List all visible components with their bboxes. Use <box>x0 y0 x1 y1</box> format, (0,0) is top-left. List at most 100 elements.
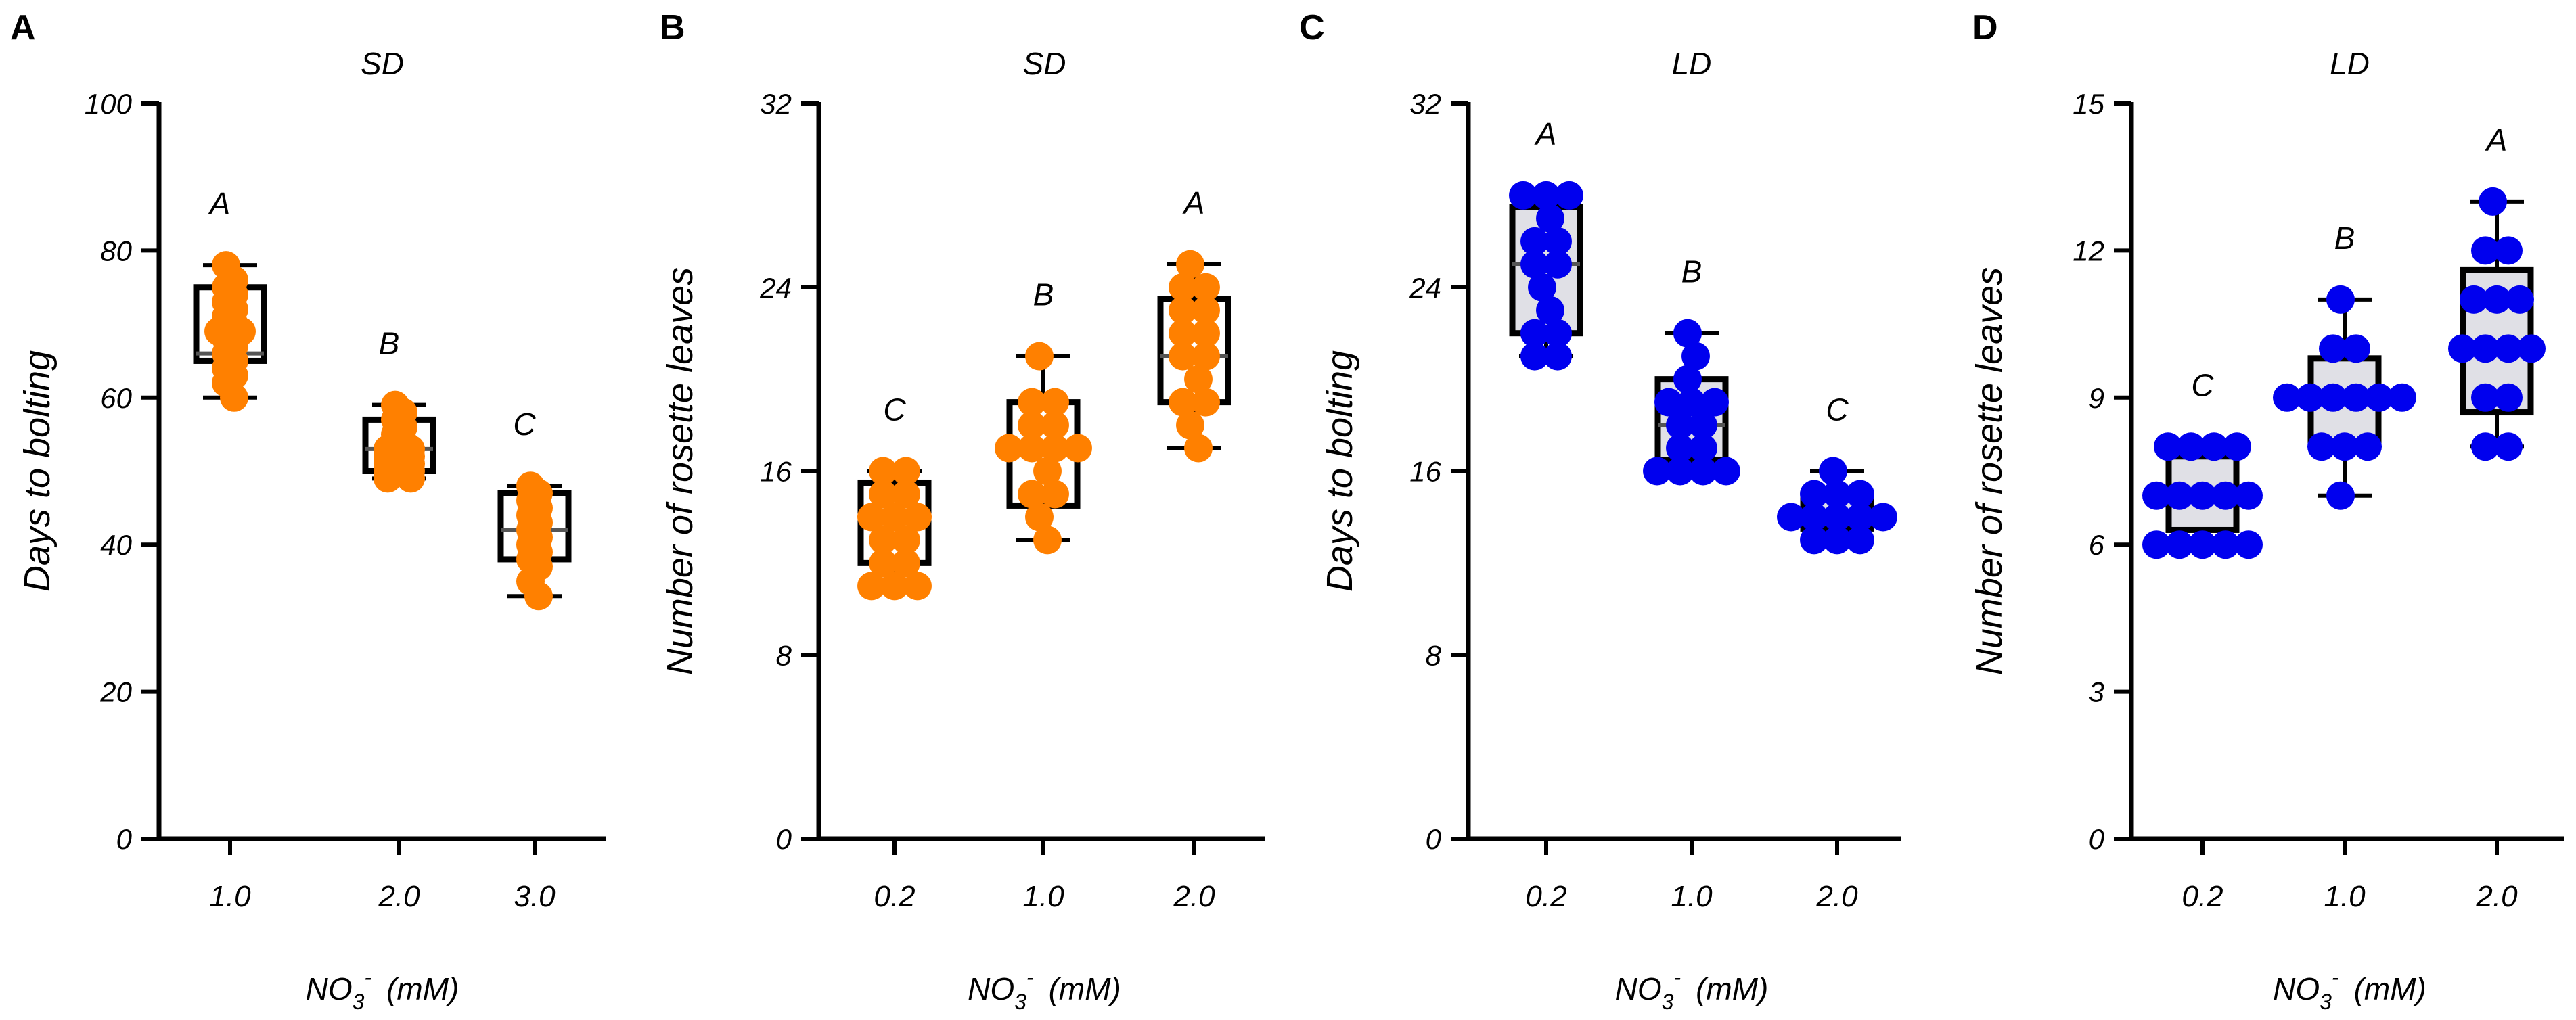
data-point <box>892 457 920 486</box>
data-point <box>2326 285 2355 314</box>
data-point <box>1018 388 1046 417</box>
x-tick-label: 2.0 <box>378 880 420 913</box>
data-point <box>1555 181 1583 210</box>
y-tick-label: 20 <box>99 676 132 708</box>
data-point <box>2154 432 2182 461</box>
x-axis-title-superscript: - <box>1026 965 1034 990</box>
data-point <box>1800 526 1828 555</box>
significance-letter: B <box>2334 221 2355 256</box>
y-axis-title: Days to bolting <box>17 350 58 592</box>
x-axis-title-main: NO <box>2273 971 2320 1006</box>
data-point <box>1520 319 1549 348</box>
data-point <box>2494 432 2523 461</box>
y-tick-label: 8 <box>776 639 792 671</box>
data-point <box>1018 480 1046 509</box>
data-point <box>1528 273 1556 302</box>
data-point <box>2471 334 2500 363</box>
data-point <box>1700 388 1729 417</box>
data-point <box>1846 503 1874 532</box>
y-tick-label: 24 <box>759 272 792 304</box>
data-point <box>2330 432 2359 461</box>
data-point <box>2483 285 2511 314</box>
y-tick-label: 16 <box>1409 456 1441 488</box>
y-tick-label: 16 <box>760 456 792 488</box>
data-point <box>2479 187 2507 216</box>
data-point <box>1819 457 1847 486</box>
data-point <box>1689 434 1717 463</box>
panel-b: B SD 0 8 16 24 32 Number of rosette leaves NO3-(… <box>660 8 1265 1014</box>
panel-title: SD <box>1023 46 1066 81</box>
data-point <box>1673 319 1702 348</box>
y-tick-label: 8 <box>1426 639 1442 671</box>
x-axis-title-superscript: - <box>1673 965 1681 990</box>
data-point <box>903 503 932 532</box>
y-tick-label: 12 <box>2073 235 2104 266</box>
data-point <box>1018 411 1046 440</box>
data-point <box>1677 388 1706 417</box>
data-point <box>869 457 897 486</box>
data-point <box>1777 503 1805 532</box>
data-point <box>2494 334 2523 363</box>
data-point <box>1041 388 1069 417</box>
data-point <box>2142 530 2171 559</box>
data-point <box>892 549 920 578</box>
data-point <box>1169 388 1197 417</box>
data-point <box>2188 530 2217 559</box>
y-axis-title: Number of rosette leaves <box>1969 267 2010 675</box>
data-point <box>1033 457 1062 486</box>
significance-letter: A <box>208 186 231 221</box>
data-point <box>2471 432 2500 461</box>
data-point <box>2234 530 2263 559</box>
y-tick-label: 0 <box>116 823 133 855</box>
data-point <box>1536 204 1564 233</box>
significance-letter: A <box>1534 116 1557 152</box>
y-axis-title: Days to bolting <box>1319 350 1360 592</box>
x-tick-label: 1.0 <box>1022 880 1064 913</box>
data-point <box>1846 480 1874 509</box>
y-tick-label: 0 <box>2089 823 2105 855</box>
data-point <box>1041 480 1069 509</box>
data-point <box>1543 319 1572 348</box>
y-tick-label: 3 <box>2089 676 2104 708</box>
data-point <box>1543 342 1572 371</box>
x-tick-label: 3.0 <box>514 880 556 913</box>
data-point <box>1543 227 1572 256</box>
data-point <box>869 549 897 578</box>
data-point <box>1192 296 1220 325</box>
data-point <box>1536 296 1564 325</box>
data-point <box>1041 411 1069 440</box>
significance-letter: C <box>2191 367 2214 402</box>
data-point <box>1184 434 1213 463</box>
panel-a: A SD 0 20 40 60 80 100 Days to bolting NO3- (mM) 1.… <box>10 8 606 1014</box>
data-point <box>1064 434 1092 463</box>
panel-c: C LD 0 8 16 24 32 Days to bolting NO3- (mM) 0.2 A 1.… <box>1299 8 1901 1014</box>
x-axis-title: NO3- (mM) <box>2273 965 2426 1014</box>
data-point <box>1543 250 1572 279</box>
x-axis-title-unit: (mM) <box>2354 971 2426 1006</box>
data-point <box>1532 181 1560 210</box>
data-point <box>2388 383 2416 412</box>
data-point <box>880 572 909 601</box>
data-point <box>903 572 932 601</box>
significance-letter: A <box>2485 122 2508 158</box>
data-point <box>2342 383 2370 412</box>
data-point <box>1800 503 1828 532</box>
data-point <box>1176 411 1204 440</box>
data-point <box>1041 434 1069 463</box>
significance-letter: C <box>513 407 536 442</box>
data-point <box>2234 481 2263 510</box>
data-point <box>1192 388 1220 417</box>
data-point <box>1018 434 1046 463</box>
data-point <box>857 503 886 532</box>
x-tick-label: 1.0 <box>1671 880 1713 913</box>
data-point <box>1192 342 1220 371</box>
data-point <box>2326 481 2355 510</box>
y-tick-label: 15 <box>2073 88 2104 120</box>
x-axis-title: NO3- (mM) <box>968 965 1121 1014</box>
data-point <box>2211 481 2240 510</box>
panel-title: SD <box>361 46 404 81</box>
data-point <box>1184 365 1213 394</box>
y-tick-label: 32 <box>760 88 792 120</box>
data-point <box>1689 457 1717 486</box>
